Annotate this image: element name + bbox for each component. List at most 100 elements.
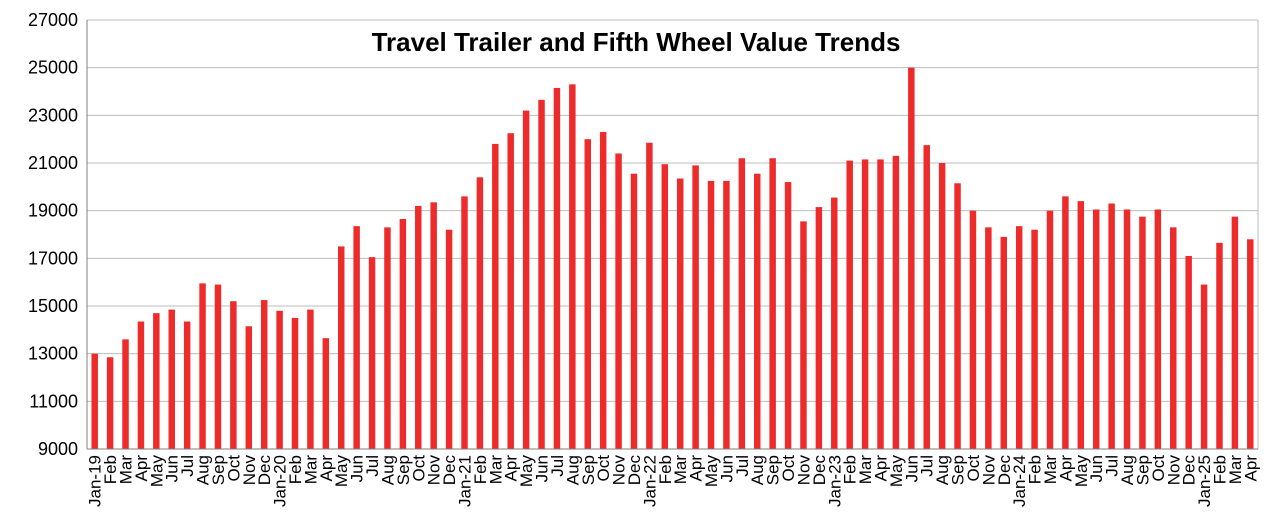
bar bbox=[754, 173, 761, 449]
x-tick-label: Mar bbox=[301, 455, 320, 485]
bar bbox=[723, 180, 730, 449]
bar bbox=[260, 300, 268, 449]
x-tick-label: Jan-24 bbox=[1010, 455, 1029, 507]
x-tick-label: Jun bbox=[902, 455, 921, 482]
bar bbox=[507, 133, 514, 450]
x-tick-label: Sep bbox=[394, 455, 413, 485]
x-tick-label: Oct bbox=[964, 455, 983, 482]
x-tick-label: Nov bbox=[610, 455, 629, 486]
x-tick-label: Sep bbox=[764, 455, 783, 485]
bar bbox=[938, 163, 946, 449]
x-tick-label: Apr bbox=[1056, 455, 1075, 482]
x-tick-label: Nov bbox=[794, 455, 813, 486]
bar bbox=[492, 143, 499, 449]
bar bbox=[538, 99, 545, 449]
bar bbox=[800, 221, 807, 449]
y-tick-label: 19000 bbox=[28, 201, 78, 221]
bar bbox=[692, 165, 699, 449]
bar bbox=[368, 257, 376, 449]
bar bbox=[569, 84, 576, 449]
bar bbox=[1108, 203, 1115, 449]
x-tick-label: May bbox=[1072, 455, 1091, 488]
bar bbox=[353, 226, 360, 449]
x-tick-label: Aug bbox=[1118, 455, 1137, 485]
x-tick-label: Apr bbox=[1241, 455, 1260, 482]
x-tick-label: Nov bbox=[240, 455, 259, 486]
y-tick-label: 9000 bbox=[38, 439, 78, 459]
bar bbox=[1216, 242, 1223, 449]
bar bbox=[415, 205, 422, 449]
x-tick-label: Mar bbox=[1041, 455, 1060, 485]
y-tick-label: 23000 bbox=[28, 105, 78, 125]
x-tick-label: May bbox=[517, 455, 536, 488]
x-tick-label: Feb bbox=[1026, 455, 1045, 484]
bar bbox=[1231, 216, 1239, 449]
x-tick-label: Aug bbox=[748, 455, 767, 485]
bar bbox=[522, 110, 530, 450]
x-tick-label: Sep bbox=[209, 455, 228, 485]
bar bbox=[1170, 227, 1177, 449]
bar bbox=[91, 353, 98, 449]
x-tick-label: Sep bbox=[579, 455, 598, 485]
x-tick-label: Mar bbox=[486, 455, 505, 485]
bar bbox=[430, 202, 437, 449]
x-tick-label: Feb bbox=[101, 455, 120, 484]
bar bbox=[399, 219, 407, 449]
bar bbox=[676, 178, 684, 449]
bar bbox=[877, 159, 884, 450]
x-tick-label: Oct bbox=[224, 455, 243, 482]
bar bbox=[322, 338, 330, 449]
x-tick-label: Apr bbox=[132, 455, 151, 482]
bar bbox=[861, 159, 869, 450]
x-tick-label: Jan-23 bbox=[825, 455, 844, 507]
x-tick-label: Dec bbox=[995, 455, 1014, 486]
x-tick-label: Dec bbox=[1180, 455, 1199, 486]
x-axis-tick-labels: Jan-19FebMarAprMayJunJulAugSepOctNovDecJ… bbox=[86, 455, 1261, 507]
bar bbox=[461, 196, 468, 449]
x-tick-label: Feb bbox=[656, 455, 675, 484]
bar bbox=[1200, 284, 1208, 449]
bar bbox=[1031, 229, 1038, 449]
y-tick-label: 25000 bbox=[28, 58, 78, 78]
bar bbox=[969, 210, 977, 449]
bar bbox=[307, 309, 314, 449]
bar bbox=[214, 284, 222, 449]
bar bbox=[923, 145, 930, 449]
x-tick-label: Jun bbox=[348, 455, 367, 482]
bar bbox=[815, 207, 823, 449]
bar bbox=[199, 283, 206, 449]
x-tick-label: Nov bbox=[425, 455, 444, 486]
x-tick-label: Jul bbox=[733, 455, 752, 477]
x-tick-label: Mar bbox=[1226, 455, 1245, 485]
x-tick-label: Jul bbox=[918, 455, 937, 477]
chart-title: Travel Trailer and Fifth Wheel Value Tre… bbox=[372, 27, 901, 57]
x-tick-label: Jan-22 bbox=[640, 455, 659, 507]
x-tick-label: Aug bbox=[933, 455, 952, 485]
x-tick-label: Aug bbox=[378, 455, 397, 485]
x-tick-label: Mar bbox=[117, 455, 136, 485]
y-tick-label: 27000 bbox=[28, 10, 78, 30]
x-tick-label: May bbox=[702, 455, 721, 488]
bar bbox=[831, 197, 838, 449]
bar bbox=[153, 313, 160, 449]
bar bbox=[1077, 201, 1085, 449]
bar bbox=[707, 180, 715, 449]
x-tick-label: Oct bbox=[594, 455, 613, 482]
bar bbox=[245, 326, 253, 449]
bar bbox=[1185, 255, 1192, 449]
bars bbox=[91, 67, 1254, 450]
bar bbox=[337, 246, 345, 449]
x-tick-label: Nov bbox=[1164, 455, 1183, 486]
bar bbox=[230, 301, 237, 449]
bar bbox=[1123, 209, 1131, 449]
x-tick-label: Dec bbox=[625, 455, 644, 486]
bar bbox=[122, 339, 129, 449]
bar bbox=[646, 142, 653, 449]
x-tick-label: Oct bbox=[1149, 455, 1168, 482]
x-tick-label: Jul bbox=[1103, 455, 1122, 477]
x-tick-label: Jan-21 bbox=[455, 455, 474, 507]
bar bbox=[1247, 239, 1254, 449]
x-tick-label: Sep bbox=[949, 455, 968, 485]
bar bbox=[384, 227, 391, 449]
x-tick-label: Sep bbox=[1133, 455, 1152, 485]
